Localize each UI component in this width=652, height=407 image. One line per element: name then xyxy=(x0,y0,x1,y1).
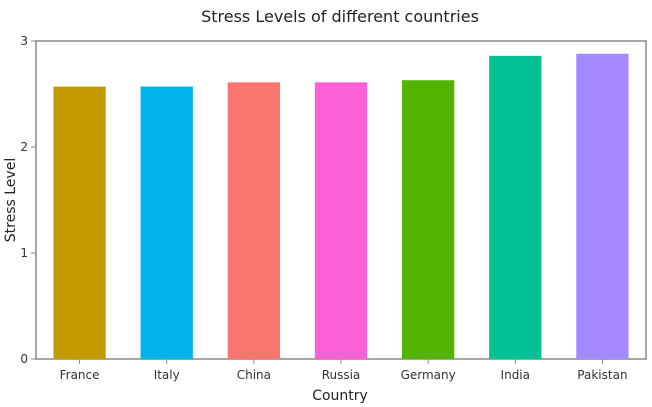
x-tick-label-france: France xyxy=(60,368,100,382)
bar-germany[interactable] xyxy=(402,80,455,359)
y-axis: 0 1 2 3 xyxy=(20,34,36,366)
chart-title: Stress Levels of different countries xyxy=(201,7,479,26)
y-tick-label-2: 2 xyxy=(20,140,28,154)
x-tick-label-pakistan: Pakistan xyxy=(577,368,627,382)
bar-russia[interactable] xyxy=(314,82,368,359)
x-tick-label-italy: Italy xyxy=(154,368,180,382)
x-tick-label-china: China xyxy=(237,368,271,382)
x-axis: France Italy China Russia Germany India Pakist… xyxy=(60,359,628,382)
x-axis-title: Country xyxy=(312,388,368,403)
x-tick-label-india: India xyxy=(501,368,530,382)
y-axis-title: Stress Level xyxy=(3,158,19,242)
x-tick-label-germany: Germany xyxy=(401,368,456,382)
bar-china[interactable] xyxy=(227,82,280,359)
bar-italy[interactable] xyxy=(140,86,193,359)
bar-france[interactable] xyxy=(53,86,106,359)
x-tick-label-russia: Russia xyxy=(322,368,361,382)
y-tick-label-0: 0 xyxy=(20,352,28,366)
bar-pakistan[interactable] xyxy=(576,53,629,359)
y-tick-label-1: 1 xyxy=(20,246,28,260)
bars-group xyxy=(53,53,629,360)
y-tick-label-3: 3 xyxy=(20,34,28,48)
bar-india[interactable] xyxy=(489,55,542,360)
